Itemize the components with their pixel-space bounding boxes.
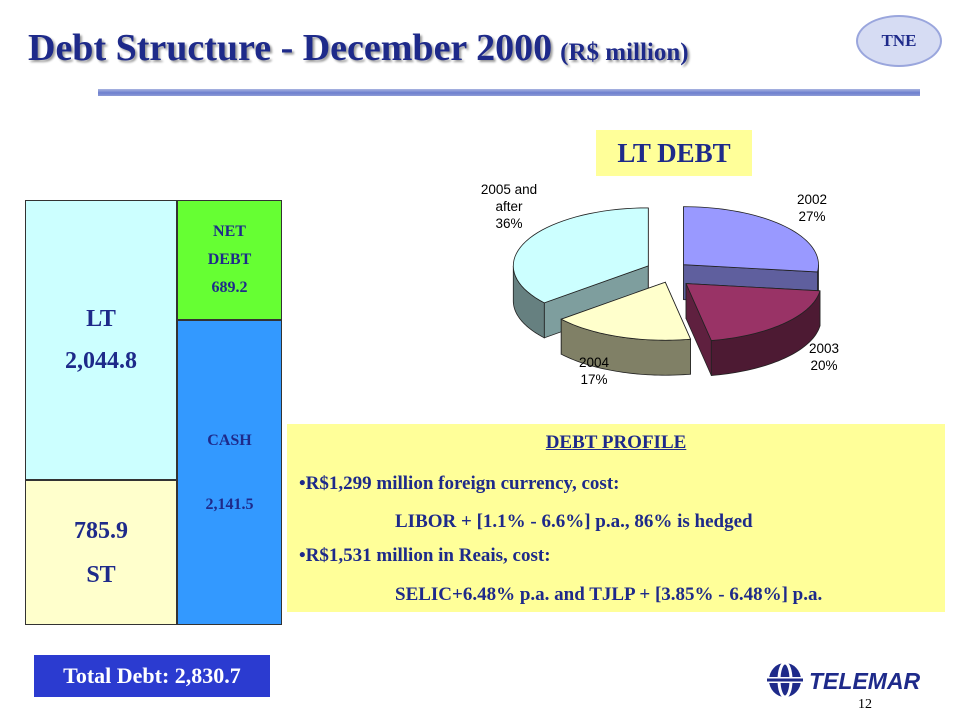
pie-label-name: 2004 [579,355,610,370]
net-debt-value: 689.2 [211,279,248,296]
slice-top [685,283,821,341]
net-debt-block: NET DEBT 689.2 [177,200,282,320]
pie-label-percent: 20% [810,358,837,373]
lt-label: LT [86,306,116,332]
title-unit: (R$ million) [560,39,689,66]
profile-line-4: SELIC+6.48% p.a. and TJLP + [3.85% - 6.4… [395,584,823,605]
pie-label-percent: 27% [798,209,825,224]
slice-top [512,207,649,304]
pie-label-percent: 17% [580,372,607,387]
pie-label-name: 2005 and [481,182,537,197]
cash-value: 2,141.5 [205,495,254,513]
globe-icon [767,661,803,699]
debt-profile-heading: DEBT PROFILE [545,432,687,453]
st-value: 785.9 [74,517,128,544]
lt-debt-pie-chart: 2002 27% 2003 20% 2004 17% 2005 and after 36% [481,182,839,387]
profile-line-1: •R$1,299 million foreign currency, cost: [299,473,620,494]
slice-top [560,281,692,341]
net-debt-label-2: DEBT [207,251,252,268]
tne-badge: TNE [856,15,942,67]
st-block: 785.9 ST [25,480,177,625]
st-label: ST [86,561,116,588]
page-number: 12 [858,697,872,712]
pie-label-2003: 2003 20% [809,341,839,373]
pie-slice-2003 [685,283,821,376]
pie-label-name: 2003 [809,341,839,356]
cash-block: CASH 2,141.5 [177,320,282,625]
pie-label-2005-and-after: 2005 and after 36% [481,182,537,231]
title-underline [98,89,920,96]
slice-top [683,206,819,273]
logo-wordmark: TELEMAR [809,668,921,694]
total-debt-box: Total Debt: 2,830.7 [34,655,270,697]
pie-label-2002: 2002 27% [797,192,827,224]
lt-value: 2,044.8 [65,348,137,374]
lt-debt-label: LT DEBT [596,130,752,176]
cash-label: CASH [207,431,252,449]
telemar-logo: TELEMAR [767,661,921,699]
pie-label-name: 2002 [797,192,827,207]
pie-label-2004: 2004 17% [579,355,610,387]
page-title: Debt Structure - December 2000 (R$ milli… [28,26,689,70]
profile-line-2: LIBOR + [1.1% - 6.6%] p.a., 86% is hedge… [395,511,753,532]
lt-block: LT 2,044.8 [25,200,177,480]
pie-slice-2004 [560,281,692,376]
pie-label-percent: 36% [495,216,522,231]
pie-label-name: after [495,199,523,214]
profile-line-3: •R$1,531 million in Reais, cost: [299,545,551,566]
title-main: Debt Structure - December 2000 [28,27,553,69]
debt-profile-box: DEBT PROFILE •R$1,299 million foreign cu… [287,424,945,612]
net-debt-label-1: NET [213,223,246,240]
